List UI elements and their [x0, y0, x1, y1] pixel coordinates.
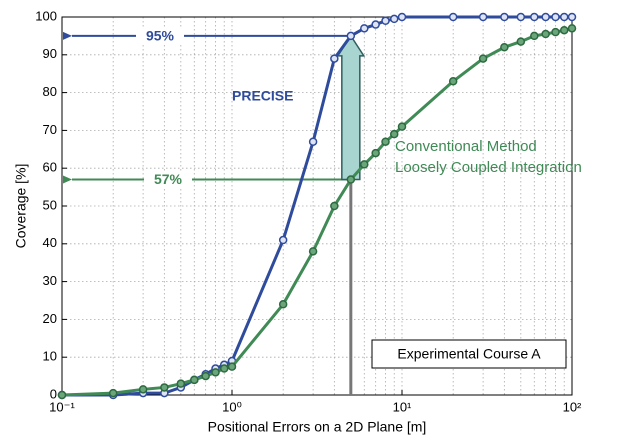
data-point	[530, 12, 539, 22]
data-point	[397, 12, 407, 22]
y-tick-label: 60	[43, 160, 57, 175]
data-point	[567, 24, 577, 33]
data-point	[211, 368, 220, 377]
annotation-bg	[136, 26, 184, 45]
data-point	[308, 247, 318, 256]
y-tick-label: 50	[43, 197, 57, 212]
data-point	[219, 364, 229, 373]
data-point	[308, 137, 318, 146]
data-point	[530, 31, 539, 41]
y-tick-label: 10	[43, 349, 57, 364]
y-tick-label: 40	[43, 235, 57, 250]
data-point	[389, 14, 399, 24]
data-point	[201, 371, 210, 381]
annotation-label: 57%	[154, 171, 183, 187]
data-point	[541, 12, 550, 22]
y-tick-label: 20	[43, 311, 57, 326]
data-point	[278, 300, 288, 309]
x-axis-label: Positional Errors on a 2D Plane [m]	[208, 419, 427, 435]
y-axis-label: Coverage [%]	[13, 164, 29, 249]
data-point	[541, 29, 550, 39]
improvement-arrow	[336, 34, 366, 181]
data-point	[389, 129, 399, 139]
data-point	[478, 12, 488, 22]
data-point	[190, 375, 199, 385]
data-point	[371, 20, 380, 29]
data-point	[478, 54, 488, 63]
course-label: Experimental Course A	[397, 346, 541, 362]
data-point	[360, 160, 369, 169]
y-tick-label: 0	[50, 386, 57, 401]
y-tick-label: 30	[43, 273, 57, 288]
data-point	[346, 175, 356, 184]
data-point	[381, 137, 390, 146]
data-point	[346, 31, 356, 41]
data-point	[551, 27, 560, 37]
data-point	[551, 12, 560, 22]
y-tick-label: 90	[43, 46, 57, 61]
course-box	[371, 339, 567, 369]
data-point	[330, 54, 339, 63]
x-tick-label: 10⁰	[222, 399, 242, 414]
series-label: Conventional Method	[395, 138, 537, 155]
x-tick-label: 10⁻¹	[49, 399, 75, 414]
annotation-label: 95%	[146, 28, 175, 44]
data-point	[381, 16, 390, 26]
data-point	[448, 77, 458, 86]
data-point	[108, 388, 118, 398]
data-point	[559, 25, 569, 35]
x-tick-label: 10²	[563, 399, 582, 414]
data-point	[176, 379, 186, 388]
data-point	[278, 235, 288, 245]
series-label: Loosely Coupled Integration	[395, 159, 582, 176]
data-point	[516, 37, 526, 46]
y-tick-label: 70	[43, 122, 57, 137]
data-point	[448, 12, 458, 22]
data-point	[138, 385, 148, 394]
data-point	[330, 201, 339, 211]
y-tick-label: 80	[43, 84, 57, 99]
data-point	[57, 390, 67, 400]
data-point	[227, 362, 237, 371]
data-point	[371, 148, 380, 158]
annotation-bg	[144, 170, 192, 189]
data-point	[360, 24, 369, 33]
data-point	[397, 122, 407, 131]
x-tick-label: 10¹	[393, 399, 412, 414]
data-point	[500, 42, 509, 52]
series-line	[62, 15, 572, 397]
data-point	[500, 12, 509, 22]
series-line	[61, 26, 573, 397]
data-point	[160, 383, 169, 392]
series-label: PRECISE	[232, 88, 293, 104]
data-point	[516, 12, 526, 22]
data-point	[559, 12, 569, 22]
data-point	[567, 12, 577, 22]
y-tick-label: 100	[35, 8, 57, 23]
